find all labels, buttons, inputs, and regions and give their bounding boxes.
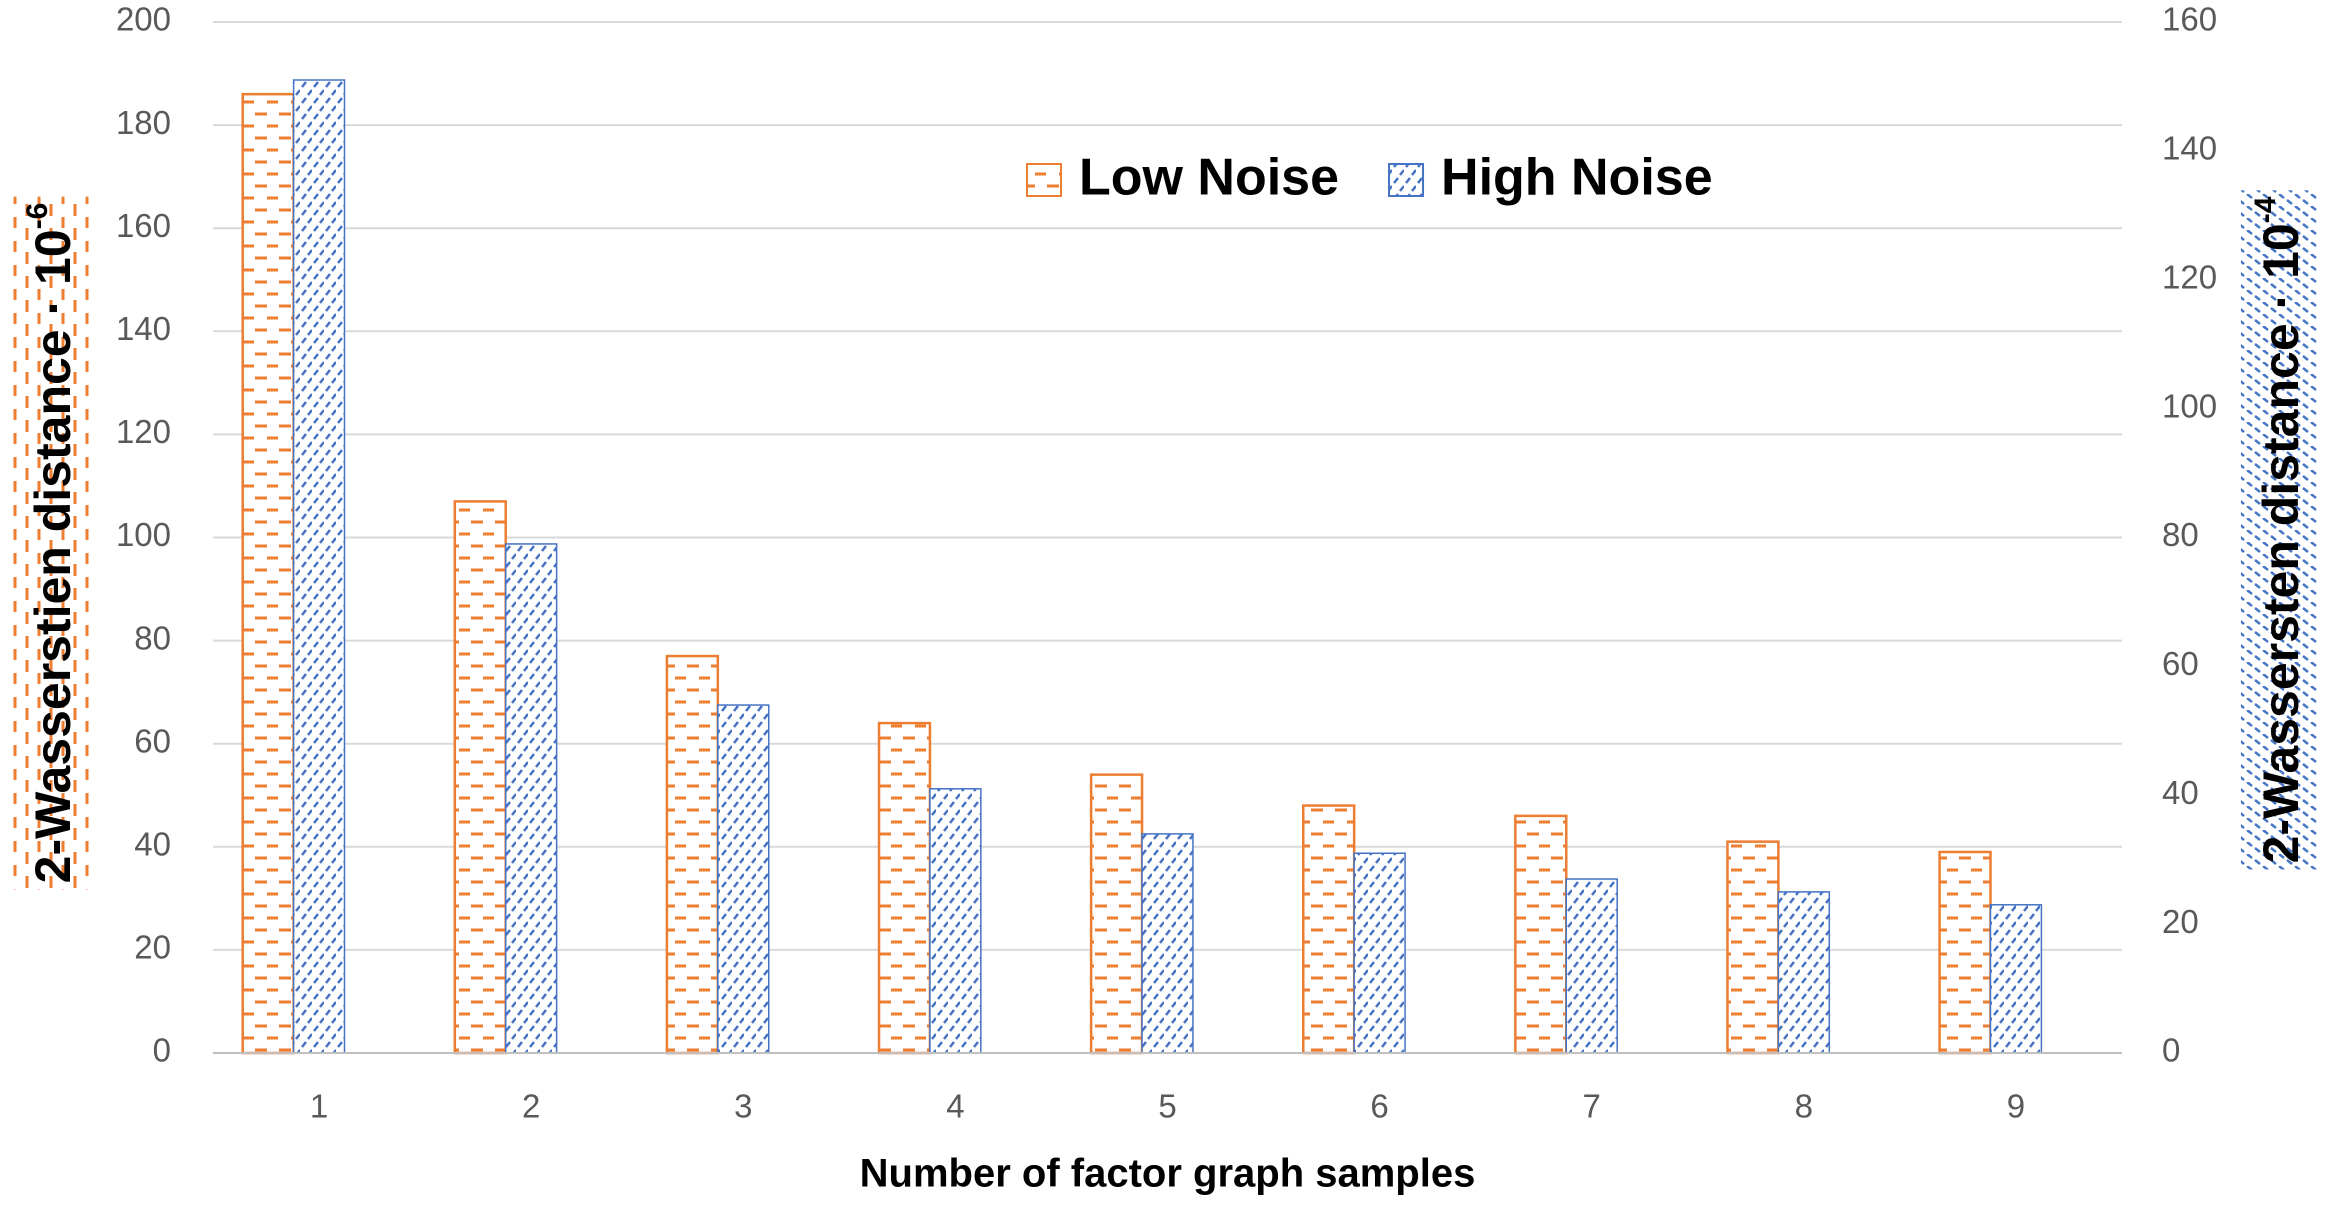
- y2-tick-label: 40: [2162, 774, 2199, 811]
- bar: [1353, 852, 1406, 1054]
- bar: [241, 92, 295, 1055]
- bar: [1726, 840, 1780, 1055]
- x-tick-label: 1: [310, 1088, 328, 1125]
- y2-tick-label: 20: [2162, 903, 2199, 940]
- bar: [1141, 833, 1194, 1054]
- y-tick-label: 0: [153, 1032, 171, 1069]
- axis-title-main: 2-Wasserstien distance · 10: [25, 229, 81, 883]
- legend-swatch: [1026, 163, 1062, 197]
- axis-title: 2-Wassersten distance · 10-4: [2240, 190, 2318, 870]
- bar: [504, 543, 558, 1054]
- bar: [292, 79, 346, 1054]
- y-tick-label: 100: [116, 516, 171, 553]
- y2-tick-label: 160: [2162, 1, 2217, 38]
- bar: [929, 788, 982, 1054]
- bar: [717, 704, 770, 1054]
- y2-tick-label: 140: [2162, 130, 2217, 167]
- y-tick-label: 20: [134, 929, 171, 966]
- y-tick-label: 40: [134, 826, 171, 863]
- y2-tick-label: 120: [2162, 258, 2217, 295]
- x-tick-label: 2: [522, 1088, 540, 1125]
- bar: [1565, 878, 1618, 1054]
- bar: [1089, 773, 1144, 1055]
- x-tick-label: 4: [946, 1088, 964, 1125]
- y2-tick-label: 60: [2162, 645, 2199, 682]
- axis-title-main: 2-Wassersten distance · 10: [2253, 223, 2309, 863]
- legend-label: Low Noise: [1079, 149, 1339, 207]
- bar: [453, 500, 507, 1055]
- legend-label: High Noise: [1441, 149, 1713, 207]
- axis-title-text: 2-Wasserstien distance · 10-6: [21, 203, 81, 884]
- y-tick-label: 200: [116, 1, 171, 38]
- axis-title-background: [12, 196, 90, 890]
- legend-swatch: [1388, 163, 1425, 197]
- y-tick-label: 80: [134, 619, 171, 656]
- axis-title: 2-Wasserstien distance · 10-6: [12, 196, 90, 890]
- bar: [1777, 891, 1831, 1054]
- x-tick-label: 7: [1583, 1088, 1601, 1125]
- bar: [1302, 804, 1356, 1055]
- bar: [1989, 904, 2043, 1054]
- bar: [1938, 850, 1992, 1055]
- axis-title-exponent: -4: [2249, 196, 2282, 223]
- x-tick-label: 3: [734, 1088, 752, 1125]
- bar: [877, 721, 932, 1055]
- y-tick-label: 140: [116, 310, 171, 347]
- y2-tick-label: 100: [2162, 387, 2217, 424]
- y-tick-label: 120: [116, 413, 171, 450]
- x-tick-label: 8: [1795, 1088, 1813, 1125]
- axis-title-exponent: -6: [21, 203, 54, 230]
- y-tick-label: 180: [116, 104, 171, 141]
- y-tick-label: 60: [134, 722, 171, 759]
- y2-tick-label: 0: [2162, 1032, 2180, 1069]
- y-tick-label: 160: [116, 207, 171, 244]
- x-tick-label: 6: [1370, 1088, 1388, 1125]
- axis-title-text: 2-Wassersten distance · 10-4: [2249, 196, 2309, 863]
- y2-tick-label: 80: [2162, 516, 2199, 553]
- x-axis-title: Number of factor graph samples: [860, 1152, 1476, 1196]
- bar: [665, 654, 720, 1055]
- axis-title-background: [2240, 190, 2318, 870]
- x-tick-label: 9: [2007, 1088, 2025, 1125]
- bar: [1514, 814, 1568, 1055]
- x-tick-label: 5: [1158, 1088, 1176, 1125]
